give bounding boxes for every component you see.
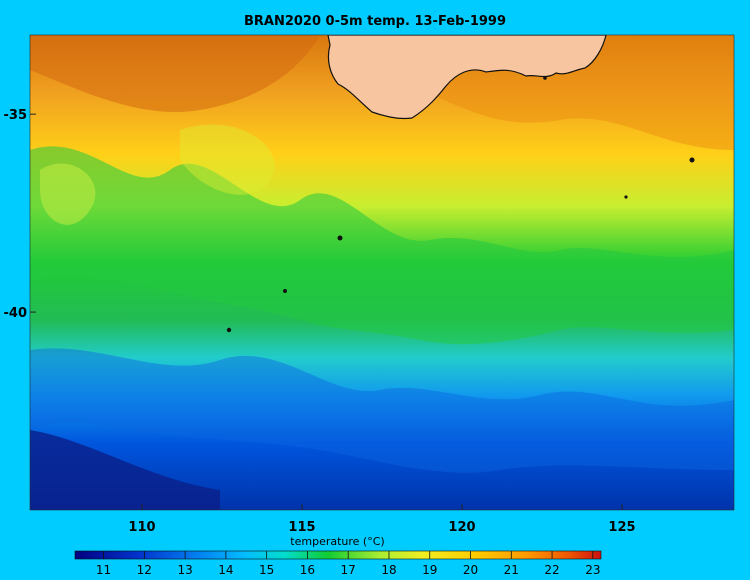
y-axis: -35 -40 [4,108,36,321]
colorbar-tick-label: 15 [259,563,274,577]
colorbar-tick-label: 19 [422,563,437,577]
colorbar-tick-label: 16 [300,563,315,577]
colorbar-tick-label: 18 [381,563,396,577]
colorbar-tick-label: 20 [463,563,478,577]
x-axis: 110 115 120 125 [128,504,636,535]
colorbar-tick-label: 23 [585,563,600,577]
x-tick-label: 125 [608,520,635,535]
colorbar-tick-label: 17 [341,563,356,577]
map-title: BRAN2020 0-5m temp. 13-Feb-1999 [243,14,506,29]
colorbar-tick-label: 12 [137,563,152,577]
plot-frame [29,34,735,511]
colorbar: 11 12 13 14 15 16 17 18 19 20 21 22 23 [74,550,602,577]
x-tick-label: 110 [128,520,155,535]
colorbar-tick-label: 11 [96,563,111,577]
sst-field [30,35,734,510]
x-tick-label: 120 [448,520,475,535]
y-tick-label: -40 [4,306,28,321]
colorbar-tick-label: 21 [504,563,519,577]
land-mass [327,35,607,120]
colorbar-tick-label: 13 [177,563,192,577]
colorbar-tick-label: 22 [544,563,559,577]
colorbar-label: temperature (°C) [290,535,385,548]
colorbar-gradient [74,550,602,560]
colorbar-tick-label: 14 [218,563,233,577]
x-tick-label: 115 [288,520,315,535]
y-tick-label: -35 [4,108,28,123]
